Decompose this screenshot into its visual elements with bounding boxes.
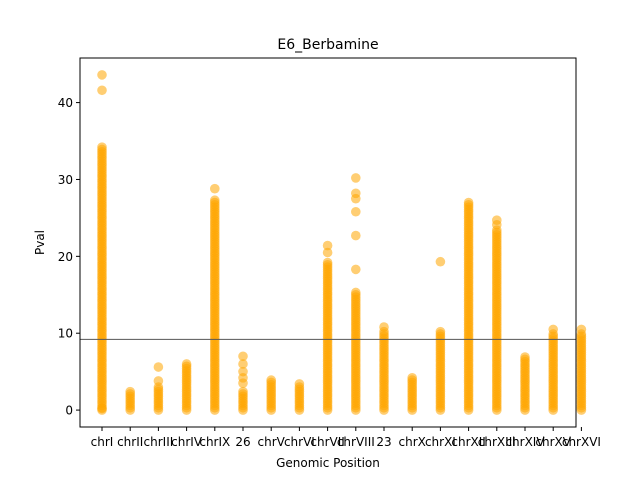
data-point: [351, 287, 361, 298]
data-point: [322, 240, 333, 251]
x-tick-label: chrV: [258, 435, 286, 449]
x-tick-label: chrVIII: [337, 435, 375, 449]
data-point: [492, 220, 502, 230]
data-point: [97, 142, 107, 152]
data-point: [379, 322, 389, 332]
data-point: [97, 70, 107, 80]
y-tick-label: 30: [58, 173, 73, 187]
x-tick-label: chrI: [91, 435, 114, 449]
x-tick-label: chrVI: [284, 435, 315, 449]
data-point: [153, 376, 164, 386]
chart-title: E6_Berbamine: [277, 37, 378, 53]
y-tick-label: 0: [65, 404, 73, 418]
data-point: [520, 352, 530, 362]
y-tick-label: 40: [58, 96, 73, 110]
x-tick-label: 23: [376, 435, 391, 449]
data-point: [351, 230, 361, 241]
y-axis: 0 10 20 30 40: [58, 96, 80, 418]
data-point: [294, 379, 305, 389]
y-axis-label: Pval: [33, 230, 47, 255]
data-point: [322, 247, 333, 258]
data-point: [153, 362, 164, 372]
data-point: [463, 197, 474, 208]
x-tick-label: chrXVI: [562, 435, 601, 449]
data-point: [351, 173, 361, 183]
data-point: [435, 256, 446, 267]
data-point: [576, 324, 587, 335]
data-point: [548, 324, 558, 335]
data-point: [238, 359, 248, 369]
data-point: [351, 193, 361, 204]
data-point: [407, 373, 418, 383]
x-tick-label: chrXV: [535, 435, 571, 449]
data-point: [181, 359, 192, 369]
data-point: [238, 351, 248, 362]
x-tick-label: chrXI: [425, 435, 456, 449]
y-tick-label: 20: [58, 250, 73, 264]
scatter-points: [97, 70, 587, 415]
x-tick-label: chrII: [117, 435, 143, 449]
data-point: [435, 326, 446, 337]
x-tick-label: chrXIV: [505, 435, 545, 449]
data-point: [266, 375, 277, 385]
x-tick-label: chrX: [399, 435, 426, 449]
x-tick-label: chrIV: [171, 435, 203, 449]
x-tick-label: 26: [235, 435, 250, 449]
data-point: [351, 264, 361, 275]
data-point: [210, 195, 220, 206]
x-tick-label: chrIII: [144, 435, 174, 449]
data-point: [238, 386, 248, 397]
y-tick-label: 10: [58, 327, 73, 341]
x-tick-label: chrXII: [451, 435, 485, 449]
data-point: [351, 206, 361, 217]
data-point: [125, 386, 135, 397]
x-tick-label: chrXIII: [478, 435, 516, 449]
data-point: [97, 403, 107, 414]
x-tick-label: chrVII: [310, 435, 344, 449]
x-axis-label: Genomic Position: [276, 456, 380, 470]
data-point: [238, 378, 248, 388]
data-point: [97, 85, 107, 96]
data-point: [322, 257, 333, 268]
x-tick-label: chrIX: [199, 435, 230, 449]
data-point: [210, 183, 220, 194]
